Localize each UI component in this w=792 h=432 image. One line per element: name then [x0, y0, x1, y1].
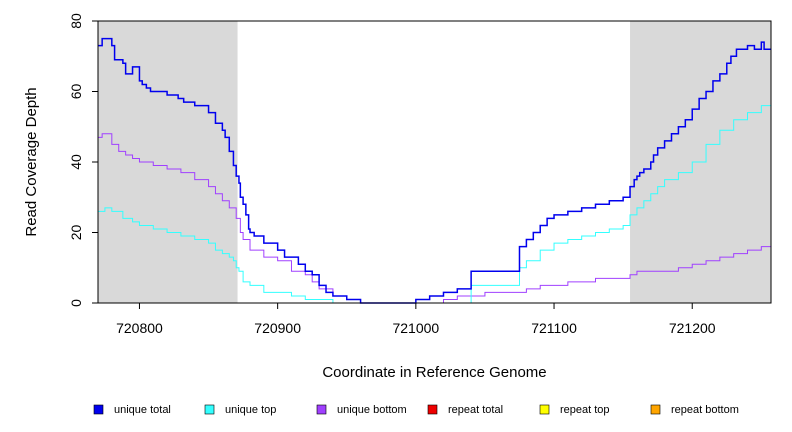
- legend-swatch-unique-top: [204, 404, 215, 415]
- legend-label-repeat-total: repeat total: [448, 404, 503, 416]
- legend-swatch-repeat-bottom: [650, 404, 661, 415]
- x-tick-label: 720800: [116, 320, 163, 336]
- shaded-region-0: [98, 21, 238, 303]
- legend-label-repeat-top: repeat top: [560, 404, 610, 416]
- y-tick-label: 60: [68, 84, 84, 100]
- x-axis: 720800 720900 721000 721100 721200: [116, 303, 716, 336]
- x-tick-label: 720900: [254, 320, 301, 336]
- x-tick-label: 721100: [531, 320, 577, 336]
- shaded-regions: [98, 21, 771, 303]
- legend-swatch-repeat-total: [427, 404, 438, 415]
- y-axis: 0 20 40 60 80: [68, 13, 98, 307]
- legend-swatch-unique-bottom: [316, 404, 327, 415]
- y-tick-label: 0: [68, 299, 84, 307]
- legend-label-repeat-bottom: repeat bottom: [671, 404, 739, 416]
- legend: unique total unique top unique bottom repea…: [93, 404, 739, 416]
- legend-label-unique-total: unique total: [114, 404, 171, 416]
- y-tick-label: 40: [68, 154, 84, 170]
- x-tick-label: 721000: [392, 320, 439, 336]
- legend-label-unique-top: unique top: [225, 404, 276, 416]
- x-axis-title: Coordinate in Reference Genome: [322, 364, 546, 381]
- y-tick-label: 20: [68, 225, 84, 241]
- legend-swatch-unique-total: [93, 404, 104, 415]
- legend-swatch-repeat-top: [539, 404, 550, 415]
- y-axis-title: Read Coverage Depth: [23, 87, 40, 236]
- legend-label-unique-bottom: unique bottom: [337, 404, 407, 416]
- y-tick-label: 80: [68, 13, 84, 29]
- x-tick-label: 721200: [669, 320, 716, 336]
